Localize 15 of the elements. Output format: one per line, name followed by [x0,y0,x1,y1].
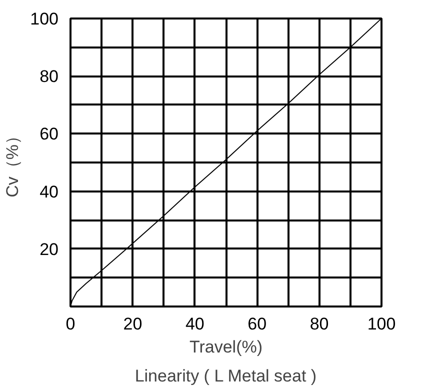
x-tick-label: 40 [185,314,204,334]
y-tick-label: 60 [40,124,59,144]
x-tick-label: 80 [310,314,329,334]
x-axis-title: Travel(%) [189,338,263,356]
y-tick-label: 80 [40,67,59,86]
y-tick-label: 100 [30,10,59,28]
text: Linearity ( L Metal seat ) [134,366,317,386]
line-series [70,18,382,306]
y-tick-label: 40 [40,182,59,202]
x-tick-label: 60 [248,314,267,334]
x-tick-label: 100 [367,314,396,334]
x-tick-label: 20 [123,314,142,334]
y-tick-label: 20 [40,240,59,259]
y-axis-title: Cv（%） [3,128,22,198]
x-tick-label: 0 [66,314,76,334]
